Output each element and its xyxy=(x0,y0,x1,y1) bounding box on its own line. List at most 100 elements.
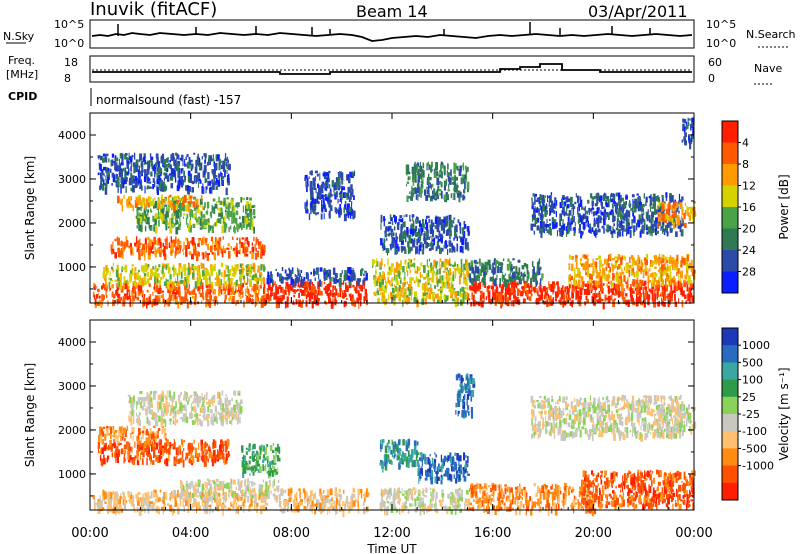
echo-mark xyxy=(383,238,385,245)
echo-mark xyxy=(632,261,636,265)
echo-mark xyxy=(350,274,354,282)
echo-mark xyxy=(387,276,389,283)
echo-mark xyxy=(616,266,619,271)
echo-mark xyxy=(270,271,272,278)
echo-mark xyxy=(450,272,453,275)
echo-mark xyxy=(611,203,614,209)
echo-mark xyxy=(141,204,143,209)
echo-mark xyxy=(197,252,201,257)
echo-mark xyxy=(206,253,210,261)
echo-mark xyxy=(312,208,315,212)
echo-mark xyxy=(416,171,419,175)
echo-mark xyxy=(414,229,416,233)
echo-mark xyxy=(669,228,673,233)
echo-mark xyxy=(547,293,549,299)
echo-mark xyxy=(664,267,666,270)
echo-mark xyxy=(426,178,430,184)
echo-mark xyxy=(401,218,404,222)
echo-mark xyxy=(235,289,237,294)
echo-mark xyxy=(194,175,198,178)
echo-mark xyxy=(138,240,140,244)
echo-mark xyxy=(345,298,348,300)
echo-mark xyxy=(118,165,120,172)
echo-mark xyxy=(390,244,392,249)
echo-mark xyxy=(596,198,598,203)
echo-mark xyxy=(622,221,625,224)
echo-mark xyxy=(608,225,612,232)
echo-mark xyxy=(149,294,151,300)
echo-mark xyxy=(538,208,540,216)
echo-mark xyxy=(225,211,227,216)
echo-mark xyxy=(636,263,639,271)
echo-mark xyxy=(544,205,547,211)
echo-mark xyxy=(653,301,656,308)
echo-mark xyxy=(235,202,238,206)
echo-mark xyxy=(306,178,309,184)
echo-mark xyxy=(456,264,459,267)
echo-mark xyxy=(105,264,108,272)
echo-mark xyxy=(111,183,113,186)
echo-mark xyxy=(408,296,411,303)
echo-mark xyxy=(340,198,342,204)
echo-mark xyxy=(452,225,454,228)
echo-mark xyxy=(308,297,311,305)
echo-mark xyxy=(659,209,661,214)
echo-mark xyxy=(597,215,600,219)
echo-mark xyxy=(533,230,535,235)
echo-mark xyxy=(455,176,458,181)
echo-mark xyxy=(227,288,230,296)
echo-mark xyxy=(112,294,116,299)
echo-mark xyxy=(227,265,229,273)
echo-mark xyxy=(182,213,186,216)
echo-mark xyxy=(458,222,462,226)
echo-mark xyxy=(385,277,387,285)
echo-mark xyxy=(325,269,329,273)
echo-mark xyxy=(661,209,663,215)
echo-mark xyxy=(117,237,120,246)
echo-mark xyxy=(168,199,172,205)
echo-mark xyxy=(152,272,156,277)
echo-mark xyxy=(209,155,213,162)
echo-mark xyxy=(437,216,440,220)
echo-mark xyxy=(421,181,424,189)
echo-mark xyxy=(612,264,615,272)
echo-mark xyxy=(542,221,545,229)
echo-mark xyxy=(139,216,143,223)
echo-mark xyxy=(447,163,449,170)
echo-mark xyxy=(631,261,634,267)
echo-mark xyxy=(437,299,440,304)
echo-mark xyxy=(225,223,228,228)
echo-mark xyxy=(301,290,304,296)
echo-mark xyxy=(111,284,114,289)
echo-mark xyxy=(348,282,352,289)
echo-mark xyxy=(176,199,179,204)
echo-mark xyxy=(223,281,225,286)
echo-mark xyxy=(205,251,207,258)
echo-mark xyxy=(644,280,647,285)
echo-mark xyxy=(138,252,140,260)
echo-mark xyxy=(447,172,451,175)
echo-mark xyxy=(500,262,503,270)
echo-mark xyxy=(590,231,592,234)
echo-mark xyxy=(249,251,252,254)
echo-mark xyxy=(608,274,611,279)
echo-mark xyxy=(205,210,209,215)
echo-mark xyxy=(483,298,485,303)
echo-mark xyxy=(163,159,167,165)
echo-mark xyxy=(523,280,526,284)
echo-mark xyxy=(332,267,336,275)
echo-mark xyxy=(222,287,225,291)
echo-mark xyxy=(248,204,250,209)
echo-mark xyxy=(299,288,302,293)
echo-mark xyxy=(558,286,560,292)
echo-mark xyxy=(313,201,317,208)
echo-mark xyxy=(666,222,670,226)
echo-mark xyxy=(397,244,399,247)
echo-mark xyxy=(469,266,472,271)
echo-mark xyxy=(648,196,651,199)
echo-mark xyxy=(435,235,438,239)
echo-mark xyxy=(237,264,239,271)
echo-mark xyxy=(595,261,597,269)
echo-mark xyxy=(282,277,284,284)
echo-mark xyxy=(625,293,628,297)
